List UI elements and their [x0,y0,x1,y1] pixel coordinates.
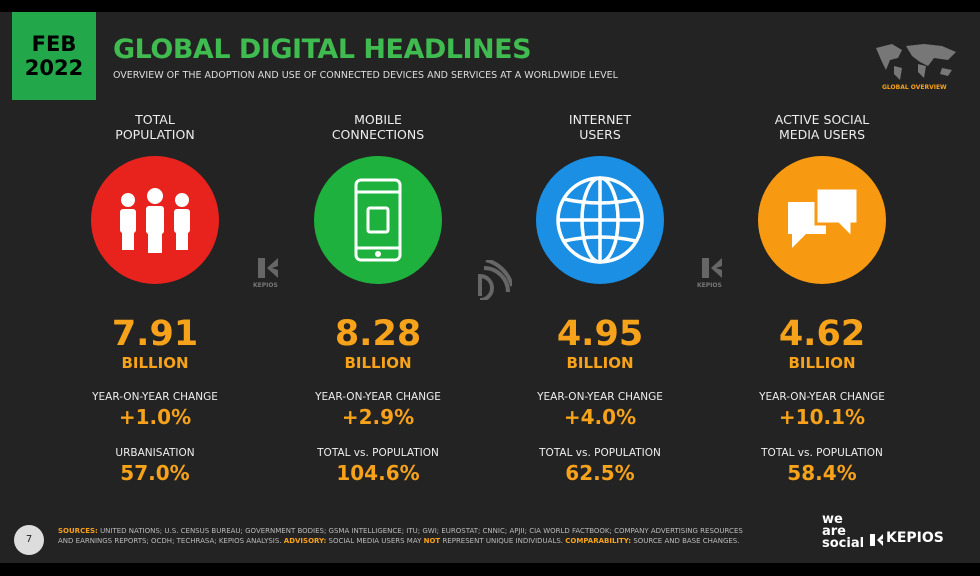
watermark-icon [258,258,278,278]
watermark: KEPIOS [697,282,722,289]
stat-label: MEDIA USERS [778,127,866,142]
stat-unit: BILLION [121,354,189,372]
stat-icon [91,156,219,284]
stat-column: MOBILE CONNECTIONS 8.28 BILLION YEAR-ON-YEAR… [268,112,488,487]
metric-value: 57.0% [120,461,190,485]
watermark: KEPIOS [253,282,278,289]
stat-label: ACTIVE SOCIAL [774,112,870,127]
change-label: YEAR-ON-YEAR CHANGE [315,391,441,403]
stat-value: 8.28 [334,314,422,354]
stat-icon [314,156,442,284]
comparability-label: COMPARABILITY: [565,537,632,545]
logo-line: social [822,536,865,551]
advisory-emphasis: NOT [423,537,441,545]
stat-label: POPULATION [115,127,195,142]
stat-icon [758,156,886,284]
slide: FEB 2022 GLOBAL DIGITAL HEADLINES OVERVI… [0,12,980,563]
page-number: 7 [14,525,44,555]
change-value: +2.9% [341,405,415,429]
metric-label: TOTAL vs. POPULATION [317,447,439,459]
stat-value: 7.91 [111,314,199,354]
badge-month: FEB [31,32,77,56]
sources-text: UNITED NATIONS; U.S. CENSUS BUREAU; GOVE… [58,527,743,545]
change-value: +4.0% [563,405,637,429]
watermark-icon [478,260,512,300]
metric-label: TOTAL vs. POPULATION [761,447,883,459]
stat-label: TOTAL [135,112,175,127]
advisory-text: SOCIAL MEDIA USERS MAY [328,537,422,545]
change-label: YEAR-ON-YEAR CHANGE [759,391,885,403]
date-badge: FEB 2022 [12,12,96,100]
subtitle: OVERVIEW OF THE ADOPTION AND USE OF CONN… [113,70,618,81]
stat-value: 4.95 [556,314,644,354]
stat-column: ACTIVE SOCIAL MEDIA USERS 4.62 BILLION YEAR-… [712,112,932,487]
kepios-icon [870,534,883,546]
watermark-icon [702,258,722,278]
kepios-logo: KEPIOS [886,530,944,546]
badge-year: 2022 [24,56,84,80]
metric-label: TOTAL vs. POPULATION [539,447,661,459]
advisory-text: REPRESENT UNIQUE INDIVIDUALS. [442,537,564,545]
stat-unit: BILLION [566,354,634,372]
stat-label: MOBILE [354,112,402,127]
map-label: GLOBAL OVERVIEW [882,84,947,91]
stat-unit: BILLION [788,354,856,372]
sources-label: SOURCES: [58,527,98,535]
change-label: YEAR-ON-YEAR CHANGE [537,391,663,403]
world-map [876,44,956,80]
stat-label: INTERNET [568,112,632,127]
stat-unit: BILLION [344,354,412,372]
stat-label: CONNECTIONS [331,127,425,142]
comparability-text: SOURCE AND BASE CHANGES. [633,537,740,545]
change-value: +1.0% [118,405,192,429]
stat-column: TOTAL POPULATION 7.91 BILLION YEAR-ON-YEAR C… [45,112,265,487]
stat-label: USERS [579,127,621,142]
logo-line: are [822,524,847,539]
change-value: +10.1% [778,405,866,429]
logo-line: we [822,512,843,527]
metric-value: 62.5% [565,461,635,485]
metric-value: 104.6% [336,461,420,485]
advisory-label: ADVISORY: [283,537,327,545]
metric-label: URBANISATION [115,447,195,459]
stat-value: 4.62 [778,314,866,354]
change-label: YEAR-ON-YEAR CHANGE [92,391,218,403]
title: GLOBAL DIGITAL HEADLINES [113,34,532,65]
sources-note: SOURCES: UNITED NATIONS; U.S. CENSUS BUR… [58,526,758,546]
stat-icon [536,156,664,284]
we-are-social-logo: we are social [822,512,865,551]
stat-column: INTERNET USERS 4.95 BILLION YEAR-ON-YEAR CHA… [490,112,710,487]
metric-value: 58.4% [787,461,857,485]
